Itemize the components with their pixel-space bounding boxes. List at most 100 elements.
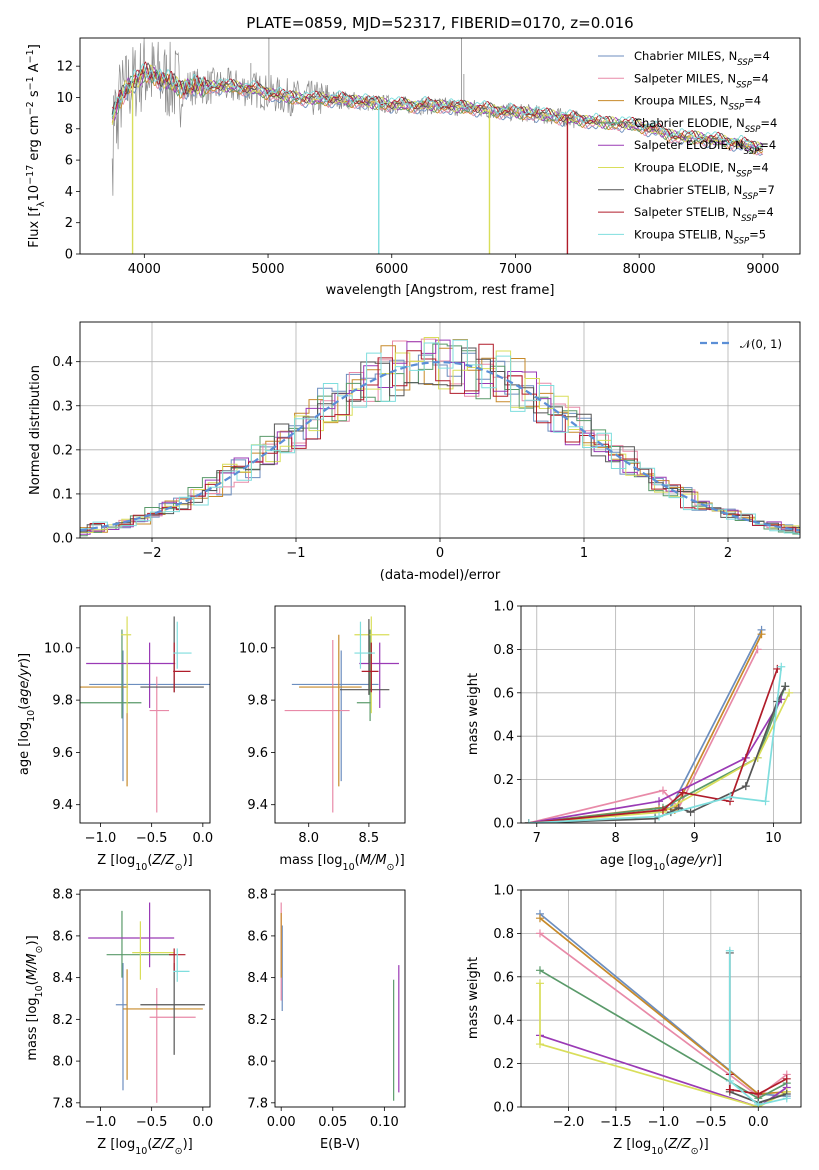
x-tick-label: 8000 <box>623 262 656 277</box>
x-tick-label: −1.0 <box>648 1115 680 1130</box>
y-tick-label: 4 <box>65 185 73 200</box>
x-tick-label: −2 <box>142 546 161 561</box>
label-part: 10 <box>651 1146 663 1157</box>
legend-sub: SSP <box>737 58 753 68</box>
model-spectrum <box>111 62 763 150</box>
mass-weight-marker <box>524 819 533 823</box>
legend-entry: Salpeter ELODIE, NSSP=4 <box>634 138 776 157</box>
legend-name: Kroupa MILES, N <box>634 94 729 108</box>
spectrum-y-label: Flux [fλ10−17 erg cm−2 s−1 A−1] <box>25 44 47 248</box>
x-tick-label: 5000 <box>251 262 284 277</box>
axes-frame <box>79 321 801 539</box>
y-tick-label: 8.8 <box>52 888 73 903</box>
axes-frame <box>274 889 406 1108</box>
label-part: 10 <box>34 985 45 997</box>
y-tick-label: 9.4 <box>247 798 268 813</box>
legend-name: Kroupa ELODIE, N <box>634 161 736 175</box>
plot-area <box>280 902 400 1101</box>
y-tick-label: 10.0 <box>239 641 268 656</box>
mass-weight-marker <box>535 1040 544 1049</box>
label-part: M/M <box>360 853 387 868</box>
plot-area <box>535 909 791 1107</box>
axes-frame <box>79 605 211 824</box>
mass-weight-marker <box>725 1076 734 1085</box>
legend-sub: SSP <box>741 214 757 224</box>
mass-weight-marker <box>678 788 687 797</box>
legend-entry: Chabrier ELODIE, NSSP=4 <box>634 116 777 135</box>
label-part: age/yr <box>17 661 32 704</box>
x-tick-label: 0.05 <box>318 1115 347 1130</box>
mass-weight-y-label-2: mass weight <box>466 957 481 1039</box>
gaussian-curve <box>80 360 800 532</box>
y-tick-label: 0.1 <box>52 487 73 502</box>
y-tick-label: 0.0 <box>52 532 73 547</box>
mass-weight-marker <box>741 782 750 791</box>
label-part: )] <box>17 653 32 663</box>
y-tick-label: 10.0 <box>44 641 73 656</box>
mass-weight-marker <box>757 630 766 639</box>
legend-name: Salpeter MILES, N <box>634 71 736 85</box>
label-part: ( <box>147 853 152 868</box>
axes-age-vs-mass: 8.0 8.5 9.4 9.6 9.8 10.0 <box>239 605 406 846</box>
x-tick-label: −0.5 <box>136 831 168 846</box>
x-tick-label: −2.0 <box>553 1115 585 1130</box>
figure-title: PLATE=0859, MJD=52317, FIBERID=0170, z=0… <box>246 14 633 32</box>
mass-weight-marker <box>777 662 786 671</box>
axes-frame <box>274 605 406 824</box>
legend-entry: Chabrier STELIB, NSSP=7 <box>634 183 775 202</box>
legend-name: Salpeter STELIB, N <box>634 205 741 219</box>
label-part: ( <box>17 705 32 710</box>
mass-y-label: mass [log10(M/M⊙)] <box>25 935 45 1060</box>
legend-name: Chabrier STELIB, N <box>634 183 742 197</box>
x-tick-label: 6000 <box>375 262 408 277</box>
x-tick-label: 8.5 <box>359 831 380 846</box>
label-part: age [log <box>17 722 32 775</box>
label-part: ⊙ <box>691 1146 699 1157</box>
axes-mass-vs-extinction: 0.00 0.05 0.10 7.8 8.0 8.2 8.4 8.6 8.8 <box>247 888 406 1130</box>
mass-weight-line <box>539 983 788 1107</box>
x-tick-label: −1.0 <box>85 831 117 846</box>
axes-mass-weight-vs-metallicity: −2.0 −1.5 −1.0 −0.5 0.0 0.0 0.2 0.4 0.6 0.8 1.0 <box>493 884 802 1130</box>
axes-frame <box>520 605 802 824</box>
y-tick-label: 9.8 <box>52 694 73 709</box>
legend-sub: SSP <box>734 236 750 246</box>
y-tick-label: 7.8 <box>247 1096 268 1111</box>
legend-entry: Salpeter MILES, NSSP=4 <box>634 71 769 90</box>
label-part: −1 <box>25 49 36 63</box>
y-tick-label: 0.8 <box>493 643 514 658</box>
y-tick-label: 9.6 <box>247 746 268 761</box>
age-x-label: age [log10(age/yr)] <box>600 853 722 873</box>
mass-weight-line <box>528 649 759 823</box>
z-x-label-2: Z [log10(Z/Z⊙)] <box>97 1137 192 1157</box>
legend-entry: Kroupa STELIB, NSSP=5 <box>634 227 766 246</box>
label-part: Z [log <box>613 1137 651 1152</box>
x-tick-label: 0 <box>436 546 444 561</box>
legend-count: =4 <box>744 94 761 108</box>
model-spectrum <box>111 66 764 152</box>
mass-weight-marker <box>782 1094 791 1103</box>
label-part: Z/Z <box>667 1137 691 1152</box>
label-part: ( <box>147 1137 152 1152</box>
x-tick-label: −0.5 <box>136 1115 168 1130</box>
y-tick-label: 0.4 <box>52 355 73 370</box>
residual-y-label: Normed distribution <box>28 365 43 495</box>
label-part: 10 <box>27 185 42 202</box>
y-tick-label: 8.0 <box>247 1055 268 1070</box>
legend-count: =5 <box>749 227 766 241</box>
label-part: )] <box>183 1137 193 1152</box>
mass-weight-marker <box>535 914 544 923</box>
label-part: s <box>27 90 42 101</box>
x-tick-label: 0.10 <box>370 1115 399 1130</box>
legend-count: =4 <box>752 161 769 175</box>
x-tick-label: −1.5 <box>600 1115 632 1130</box>
label-part: )] <box>395 853 405 868</box>
legend-name: Salpeter ELODIE, N <box>634 138 744 152</box>
axes-frame <box>79 37 801 255</box>
label-part: )] <box>25 935 40 945</box>
label-part: Z/Z <box>151 853 175 868</box>
residual-histogram <box>80 339 800 535</box>
mass-weight-marker <box>754 1100 763 1107</box>
label-part: 10 <box>135 862 147 873</box>
y-tick-label: 0.4 <box>493 1014 514 1029</box>
plot-area <box>88 902 205 1103</box>
